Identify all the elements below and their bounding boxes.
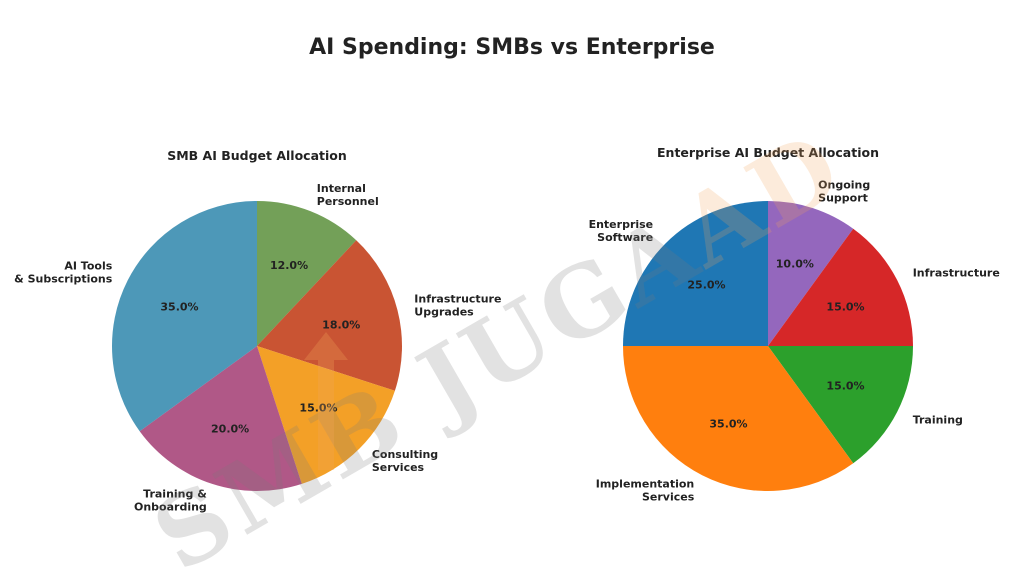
enterprise-pct-label-implementation-services: 35.0% — [709, 418, 747, 431]
watermark-arrow-icon — [304, 332, 348, 470]
smb-slice-label-training-and-onboarding: Training & Onboarding — [134, 487, 207, 513]
enterprise-slice-label-enterprise-software: Enterprise Software — [589, 218, 654, 244]
smb-pct-label-internal-personnel: 12.0% — [270, 259, 308, 272]
smb-pie-chart: SMB AI Budget Allocation 12.0% Internal Per… — [14, 148, 501, 513]
enterprise-slice-enterprise-software — [623, 201, 768, 346]
smb-slice-label-internal-personnel: Internal Personnel — [317, 182, 379, 208]
enterprise-slice-training — [768, 346, 913, 464]
enterprise-slice-label-infrastructure: Infrastructure — [913, 266, 1000, 279]
smb-slice-label-infrastructure-upgrades: Infrastructure Upgrades — [414, 293, 501, 319]
enterprise-pct-label-ongoing-support: 10.0% — [776, 257, 814, 270]
smb-pct-label-consulting-services: 15.0% — [299, 402, 337, 415]
smb-pct-label-training-and-onboarding: 20.0% — [211, 423, 249, 436]
smb-slice-infrastructure-upgrades — [257, 240, 402, 391]
enterprise-pie-chart: Enterprise AI Budget Allocation 10.0% Ongo… — [589, 145, 1000, 504]
smb-slice-consulting-services — [257, 346, 395, 484]
smb-chart-title: SMB AI Budget Allocation — [167, 148, 347, 163]
enterprise-pct-label-enterprise-software: 25.0% — [687, 278, 725, 291]
enterprise-pct-label-training: 15.0% — [826, 380, 864, 393]
enterprise-slice-label-training: Training — [913, 414, 963, 427]
smb-slice-ai-tools-and-subscriptions — [111, 201, 257, 432]
smb-slice-training-and-onboarding — [139, 346, 302, 491]
main-title: AI Spending: SMBs vs Enterprise — [309, 35, 715, 60]
enterprise-slice-ongoing-support — [768, 201, 854, 346]
smb-slice-label-consulting-services: Consulting Services — [372, 448, 438, 474]
smb-pct-label-ai-tools-and-subscriptions: 35.0% — [160, 301, 198, 314]
smb-slice-label-ai-tools-and-subscriptions: AI Tools & Subscriptions — [14, 259, 113, 285]
enterprise-pct-label-infrastructure: 15.0% — [826, 301, 864, 314]
enterprise-slice-implementation-services — [623, 346, 854, 492]
smb-pct-label-infrastructure-upgrades: 18.0% — [322, 318, 360, 331]
enterprise-slice-label-ongoing-support: Ongoing Support — [818, 179, 870, 205]
enterprise-slice-infrastructure — [768, 228, 913, 346]
enterprise-chart-title: Enterprise AI Budget Allocation — [657, 145, 879, 160]
enterprise-slice-label-implementation-services: Implementation Services — [596, 478, 695, 504]
smb-slice-internal-personnel — [257, 201, 357, 346]
